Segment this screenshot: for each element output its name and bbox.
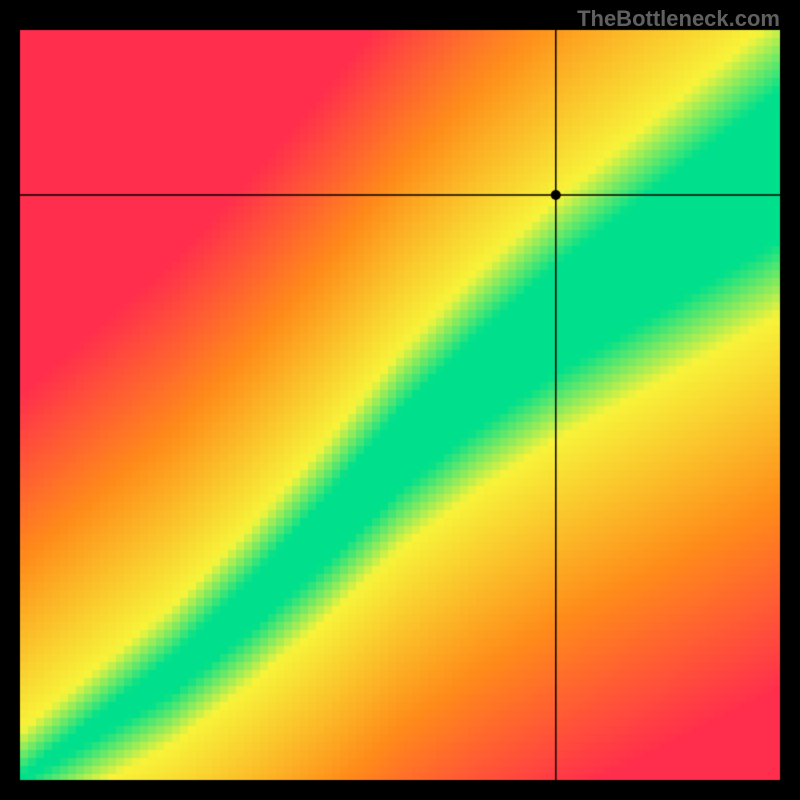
bottleneck-heatmap [0, 0, 800, 800]
chart-container: TheBottleneck.com [0, 0, 800, 800]
watermark-text: TheBottleneck.com [577, 6, 780, 32]
